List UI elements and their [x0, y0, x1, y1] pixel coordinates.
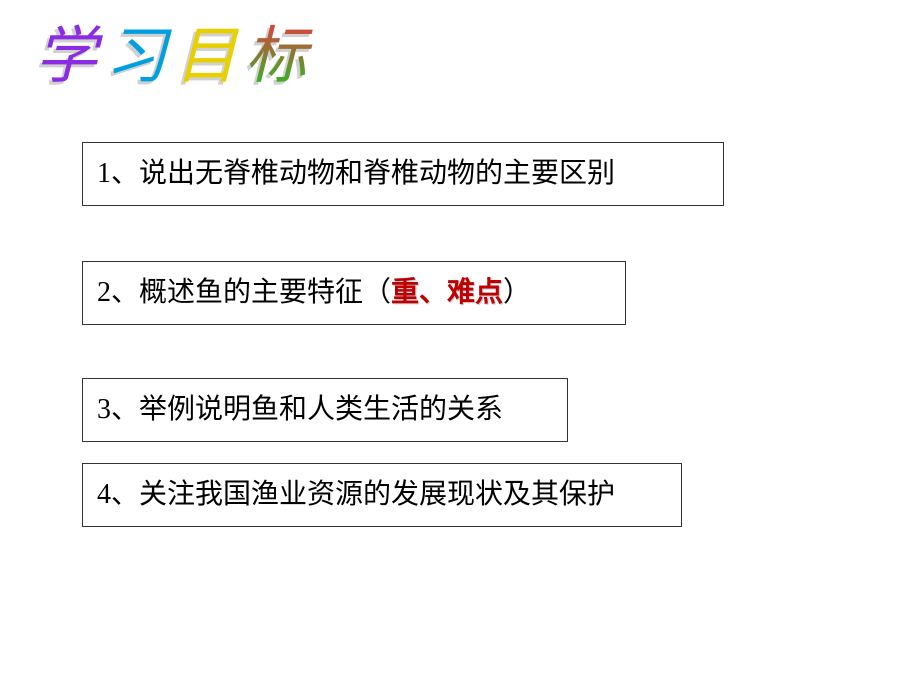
slide-title: 学 学 习 习 目 目 标 标	[35, 5, 315, 95]
objective-box-1: 1、说出无脊椎动物和脊椎动物的主要区别	[82, 142, 724, 206]
title-char-3: 目	[175, 23, 245, 91]
objective-text-2-suffix: ）	[503, 277, 531, 308]
title-char-1: 学	[35, 23, 105, 91]
title-char-4: 标	[245, 23, 315, 91]
objective-box-4: 4、关注我国渔业资源的发展现状及其保护	[82, 463, 682, 527]
objective-text-4: 4、关注我国渔业资源的发展现状及其保护	[97, 479, 615, 510]
objective-box-3: 3、举例说明鱼和人类生活的关系	[82, 378, 568, 442]
objective-emphasis: 重、难点	[391, 277, 503, 308]
objective-text-3: 3、举例说明鱼和人类生活的关系	[97, 394, 503, 425]
objective-box-2: 2、概述鱼的主要特征（重、难点）	[82, 261, 626, 325]
title-char-2: 习	[105, 23, 175, 91]
objective-text-1: 1、说出无脊椎动物和脊椎动物的主要区别	[97, 158, 615, 189]
objective-text-2-prefix: 2、概述鱼的主要特征（	[97, 277, 391, 308]
